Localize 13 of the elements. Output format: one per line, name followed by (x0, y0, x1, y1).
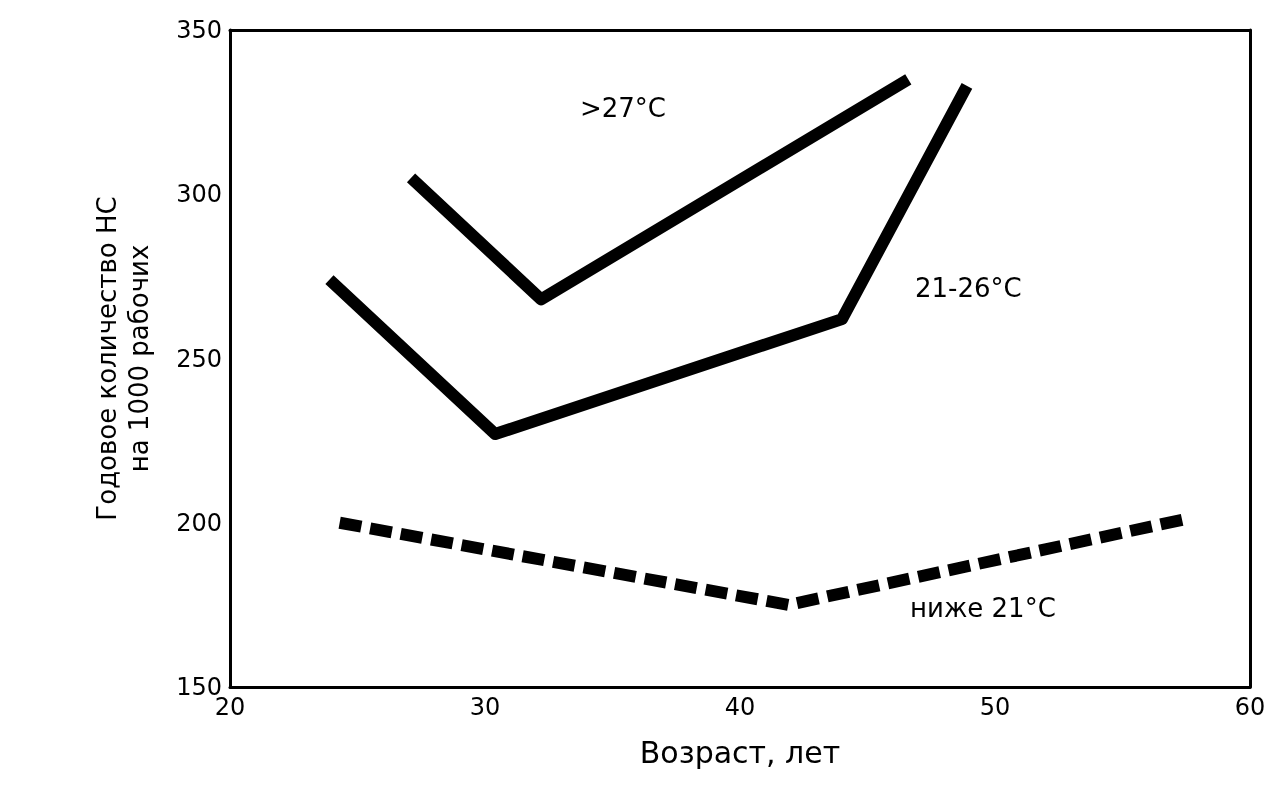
annotation: >27°C (580, 93, 667, 123)
x-axis-title: Возраст, лет (639, 734, 841, 770)
y-tick-label: 300 (176, 180, 222, 209)
annotation: 21-26°C (915, 273, 1022, 303)
y-tick-label: 250 (176, 344, 222, 373)
x-tick-label: 40 (724, 693, 756, 721)
annotation: ниже 21°C (910, 593, 1056, 623)
y-tick-label: 350 (176, 16, 222, 44)
y-axis-title: Годовое количество НС на 1000 рабочих (92, 196, 154, 521)
y-tick-label: 200 (176, 508, 222, 537)
x-tick-label: 50 (979, 693, 1011, 721)
x-tick-label: 60 (1234, 693, 1266, 721)
x-tick-label: 30 (469, 693, 501, 721)
